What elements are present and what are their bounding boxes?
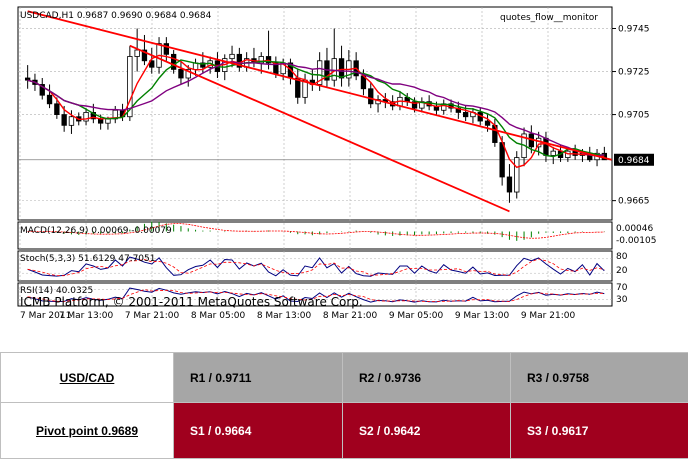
price-tick-label: 0.9665 — [618, 197, 650, 207]
rsi-tick-70: 70 — [616, 283, 628, 293]
candle-body — [485, 121, 490, 125]
copyright-label: ICMB Platform, © 2001-2011 MetaQuotes So… — [20, 295, 363, 309]
x-tick-label: 9 Mar 21:00 — [521, 311, 576, 321]
s3-cell: S3 / 0.9617 — [511, 403, 688, 459]
x-tick-label: 9 Mar 13:00 — [455, 311, 510, 321]
candle-body — [544, 138, 549, 155]
stoch-tick-80: 80 — [616, 252, 628, 262]
candle-body — [551, 151, 556, 155]
candle-body — [514, 158, 519, 192]
x-tick-label: 7 Mar 13:00 — [59, 311, 114, 321]
x-tick-label: 7 Mar 21:00 — [125, 311, 180, 321]
stoch-tick-20: 20 — [616, 266, 628, 276]
candle-body — [135, 50, 140, 56]
x-tick-label: 9 Mar 05:00 — [389, 311, 444, 321]
candle-body — [368, 89, 373, 104]
candle-body — [230, 54, 235, 58]
r1-cell: R1 / 0.9711 — [174, 353, 343, 403]
r3-cell: R3 / 0.9758 — [511, 353, 688, 403]
main-panel-frame — [18, 7, 612, 220]
pivot-table: USD/CAD R1 / 0.9711 R2 / 0.9736 R3 / 0.9… — [0, 352, 688, 459]
candle-body — [62, 115, 67, 126]
candle-body — [171, 54, 176, 69]
pair-label: USD/CAD — [60, 371, 115, 385]
s2-cell: S2 / 0.9642 — [343, 403, 511, 459]
symbol-header: USDCAD,H1 0.9687 0.9690 0.9684 0.9684 — [20, 11, 212, 21]
macd-tick-bottom: -0.00105 — [616, 236, 656, 246]
price-tick-label: 0.9745 — [618, 25, 650, 35]
macd-label: MACD(12,26,9) 0.00069 -0.00079 — [20, 226, 172, 236]
candle-body — [25, 78, 30, 80]
candle-body — [69, 117, 74, 126]
pair-cell: USD/CAD — [1, 353, 174, 403]
price-tick-label: 0.9725 — [618, 68, 650, 78]
indicator-tag-label: quotes_flow__monitor — [500, 13, 598, 23]
candle-body — [332, 59, 337, 81]
x-tick-label: 8 Mar 13:00 — [257, 311, 312, 321]
candle-body — [84, 112, 89, 121]
price-tick-label: 0.9705 — [618, 111, 650, 121]
candle-body — [47, 95, 52, 104]
candle-body — [164, 44, 169, 55]
current-price-label: 0.9684 — [618, 156, 650, 166]
candle-body — [463, 112, 468, 116]
candle-body — [500, 143, 505, 177]
pivot-label: Pivot point 0.9689 — [36, 424, 138, 438]
rsi-tick-30: 30 — [616, 295, 628, 305]
s1-cell: S1 / 0.9664 — [174, 403, 343, 459]
x-tick-label: 8 Mar 05:00 — [191, 311, 246, 321]
x-tick-label: 8 Mar 21:00 — [323, 311, 378, 321]
macd-tick-top: 0.00046 — [616, 224, 653, 234]
candle-body — [507, 177, 512, 192]
r2-cell: R2 / 0.9736 — [343, 353, 511, 403]
candle-body — [179, 69, 184, 78]
stoch-label: Stoch(5,3,3) 51.6129 47.7051 — [20, 254, 155, 264]
candle-body — [55, 104, 60, 115]
pivot-cell: Pivot point 0.9689 — [1, 403, 174, 459]
candle-body — [339, 59, 344, 78]
